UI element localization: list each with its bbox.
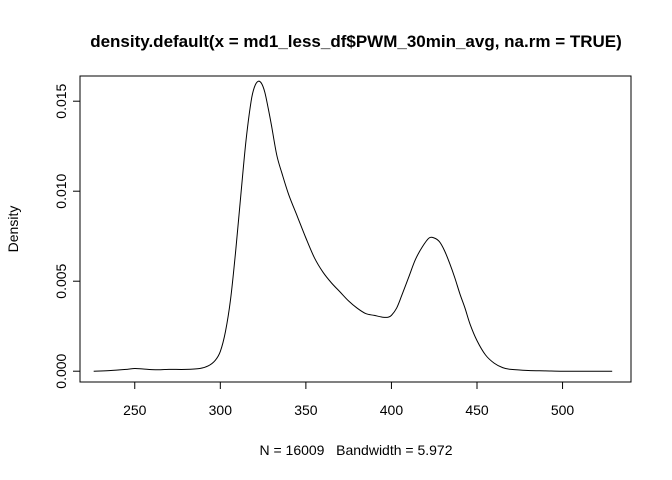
x-tick-label: 450 bbox=[465, 402, 489, 418]
x-tick-label: 500 bbox=[551, 402, 575, 418]
x-tick-label: 350 bbox=[294, 402, 318, 418]
y-tick-label: 0.015 bbox=[53, 83, 69, 118]
density-curve bbox=[93, 80, 613, 372]
y-tick-label: 0.010 bbox=[53, 173, 69, 208]
x-axis-label: N = 16009 Bandwidth = 5.972 bbox=[259, 442, 452, 458]
y-axis-label: Density bbox=[5, 206, 21, 253]
y-axis: 0.000 0.005 0.010 0.015 bbox=[53, 83, 81, 389]
plot-box bbox=[79, 75, 632, 383]
x-axis: 250 300 350 400 450 500 bbox=[123, 381, 575, 418]
y-tick-label: 0.005 bbox=[53, 263, 69, 298]
x-tick-label: 400 bbox=[380, 402, 404, 418]
y-tick-label: 0.000 bbox=[53, 353, 69, 388]
x-tick-label: 300 bbox=[209, 402, 233, 418]
x-tick-label: 250 bbox=[123, 402, 147, 418]
chart-title: density.default(x = md1_less_df$PWM_30mi… bbox=[90, 32, 622, 51]
